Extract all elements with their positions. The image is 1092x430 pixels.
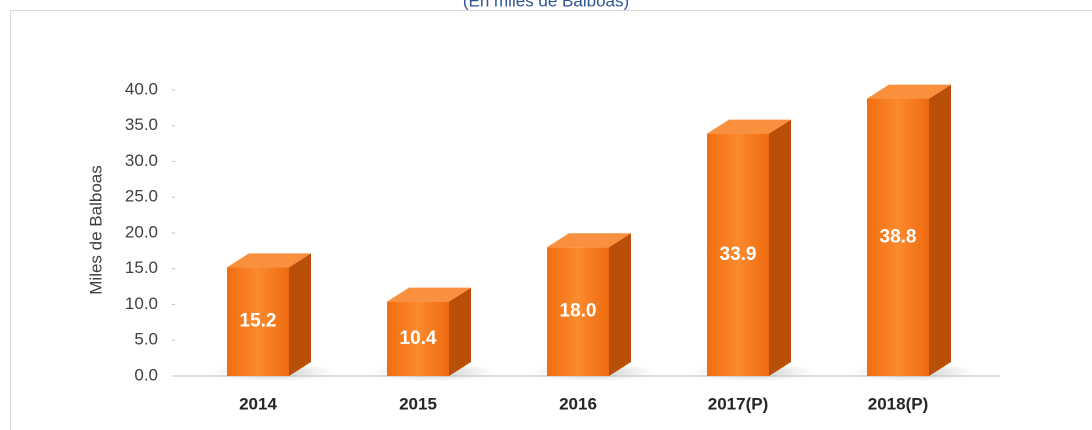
bar <box>707 133 769 376</box>
bar-side <box>769 119 791 377</box>
value-label: 33.9 <box>720 244 757 265</box>
y-axis-label: Miles de Balboas <box>86 165 105 294</box>
x-tick-label: 2017(P) <box>708 394 768 413</box>
x-tick-label: 2018(P) <box>868 394 928 413</box>
chart-subtitle: (En miles de Balboas) <box>463 0 629 10</box>
bar <box>867 98 929 376</box>
bar-top <box>227 253 311 268</box>
bar-top <box>547 233 631 248</box>
value-label: 18.0 <box>560 301 597 322</box>
bar <box>547 247 609 376</box>
value-label: 38.8 <box>880 226 917 247</box>
x-tick-label: 2016 <box>559 394 597 413</box>
y-tick-label: 40.0 <box>125 79 158 98</box>
bar-side <box>449 287 471 376</box>
bar-side <box>289 253 311 376</box>
bar-side <box>929 84 951 376</box>
y-tick-label: 10.0 <box>125 294 158 313</box>
bar <box>227 267 289 376</box>
value-label: 10.4 <box>400 328 437 349</box>
y-tick-label: 5.0 <box>134 330 158 349</box>
y-tick-label: 15.0 <box>125 258 158 277</box>
bar <box>387 301 449 376</box>
bar-top <box>707 119 791 134</box>
x-tick-label: 2015 <box>399 394 437 413</box>
y-tick-label: 0.0 <box>134 365 158 384</box>
bar-top <box>387 287 471 302</box>
y-tick-label: 35.0 <box>125 115 158 134</box>
y-tick-label: 30.0 <box>125 151 158 170</box>
bar-top <box>867 84 951 99</box>
bar-side <box>609 233 631 376</box>
y-tick-label: 25.0 <box>125 187 158 206</box>
value-label: 15.2 <box>240 311 277 332</box>
chart-border <box>10 10 1092 430</box>
x-tick-label: 2014 <box>239 394 277 413</box>
y-tick-label: 20.0 <box>125 222 158 241</box>
